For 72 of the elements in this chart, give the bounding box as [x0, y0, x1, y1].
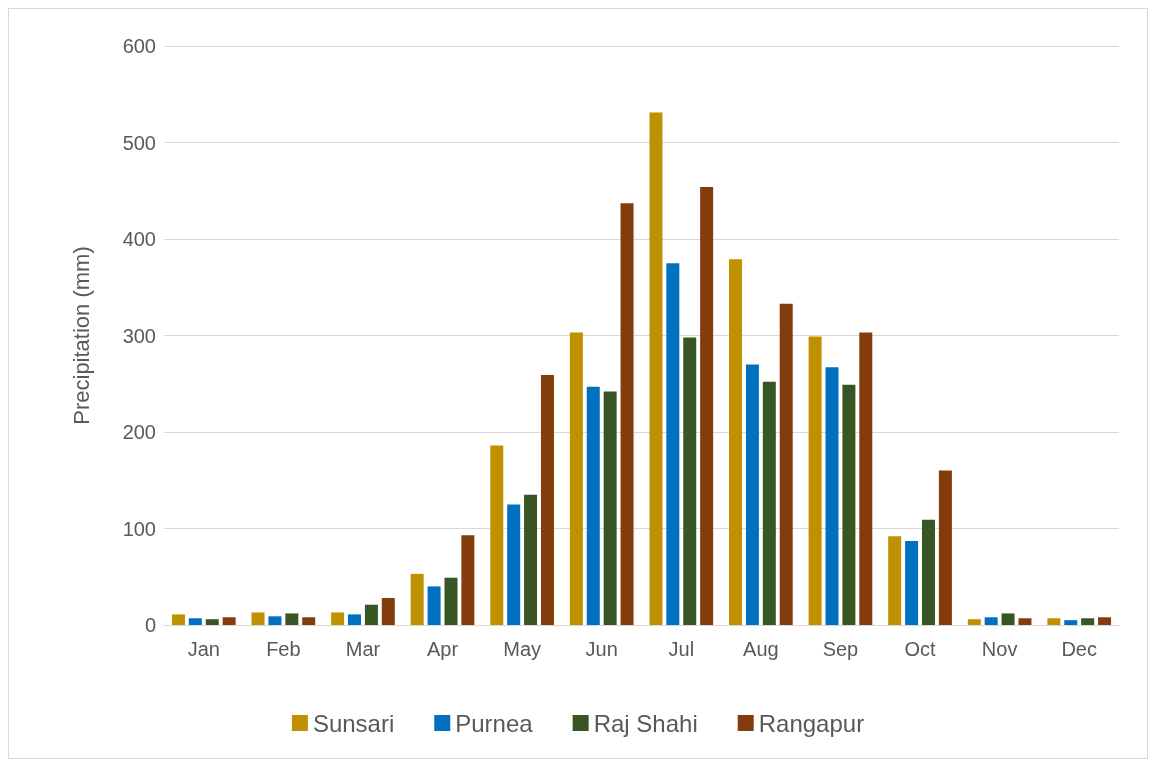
x-tick-label: May — [503, 638, 542, 660]
bar — [700, 186, 714, 625]
bar — [683, 337, 697, 625]
bar — [569, 332, 583, 625]
x-tick-label: Nov — [981, 638, 1018, 660]
bar — [444, 577, 458, 625]
bar — [859, 332, 873, 625]
x-tick-label: Jul — [668, 638, 695, 660]
x-tick-label: Sep — [822, 638, 859, 660]
legend-label: Sunsari — [312, 709, 395, 737]
x-tick-label: Mar — [345, 638, 381, 660]
bar — [427, 586, 441, 625]
x-tick-label: Jan — [187, 638, 220, 660]
bar — [1018, 618, 1032, 625]
bar — [888, 536, 902, 625]
x-tick-label: Feb — [266, 638, 301, 660]
legend-label: Purnea — [455, 709, 534, 737]
bar — [410, 573, 424, 625]
bar — [967, 619, 981, 625]
bar — [507, 504, 521, 625]
bar — [364, 604, 378, 625]
bar — [461, 535, 475, 625]
bar — [1047, 618, 1061, 625]
y-tick-label: 500 — [122, 131, 156, 154]
y-tick-label: 200 — [122, 421, 156, 443]
y-tick-label: 300 — [122, 324, 156, 347]
y-tick-label: 400 — [122, 228, 156, 250]
bar — [620, 203, 634, 625]
y-axis-title: Precipitation (mm) — [68, 246, 94, 425]
bar — [381, 597, 395, 625]
bar — [1064, 620, 1078, 625]
bar — [984, 617, 998, 625]
x-tick-label: Oct — [904, 638, 937, 660]
bar — [348, 614, 362, 625]
x-tick-label: Dec — [1061, 638, 1097, 660]
bar — [762, 381, 776, 625]
bar — [490, 445, 504, 625]
x-tick-label: Jun — [585, 638, 618, 660]
bar — [779, 303, 793, 625]
bar — [171, 614, 185, 625]
bar — [524, 494, 538, 625]
bar — [905, 541, 919, 625]
bar — [586, 386, 600, 625]
bar — [825, 367, 839, 625]
x-tick-label: Apr — [426, 638, 459, 660]
y-tick-label: 100 — [122, 517, 156, 540]
y-tick-label: 600 — [122, 35, 156, 57]
bar — [1001, 613, 1015, 625]
bar — [188, 618, 202, 625]
bar — [540, 375, 554, 625]
bar — [842, 384, 856, 625]
bar — [285, 613, 299, 625]
bar — [603, 391, 617, 625]
bar — [1098, 617, 1112, 625]
bar — [268, 616, 282, 625]
bar — [666, 263, 680, 625]
x-tick-label: Aug — [743, 638, 779, 660]
bar — [331, 612, 345, 625]
legend-label: Rangapur — [758, 709, 865, 737]
bar — [808, 336, 822, 625]
bar — [251, 612, 265, 625]
bar — [222, 617, 236, 625]
bar — [649, 112, 663, 625]
legend-label: Raj Shahi — [593, 709, 698, 737]
bar — [938, 470, 952, 625]
y-tick-label: 0 — [144, 614, 156, 636]
bar — [302, 617, 316, 625]
bar — [205, 619, 219, 625]
bar — [729, 259, 743, 625]
bar — [1081, 618, 1095, 625]
bar — [921, 519, 935, 625]
bar — [745, 364, 759, 625]
